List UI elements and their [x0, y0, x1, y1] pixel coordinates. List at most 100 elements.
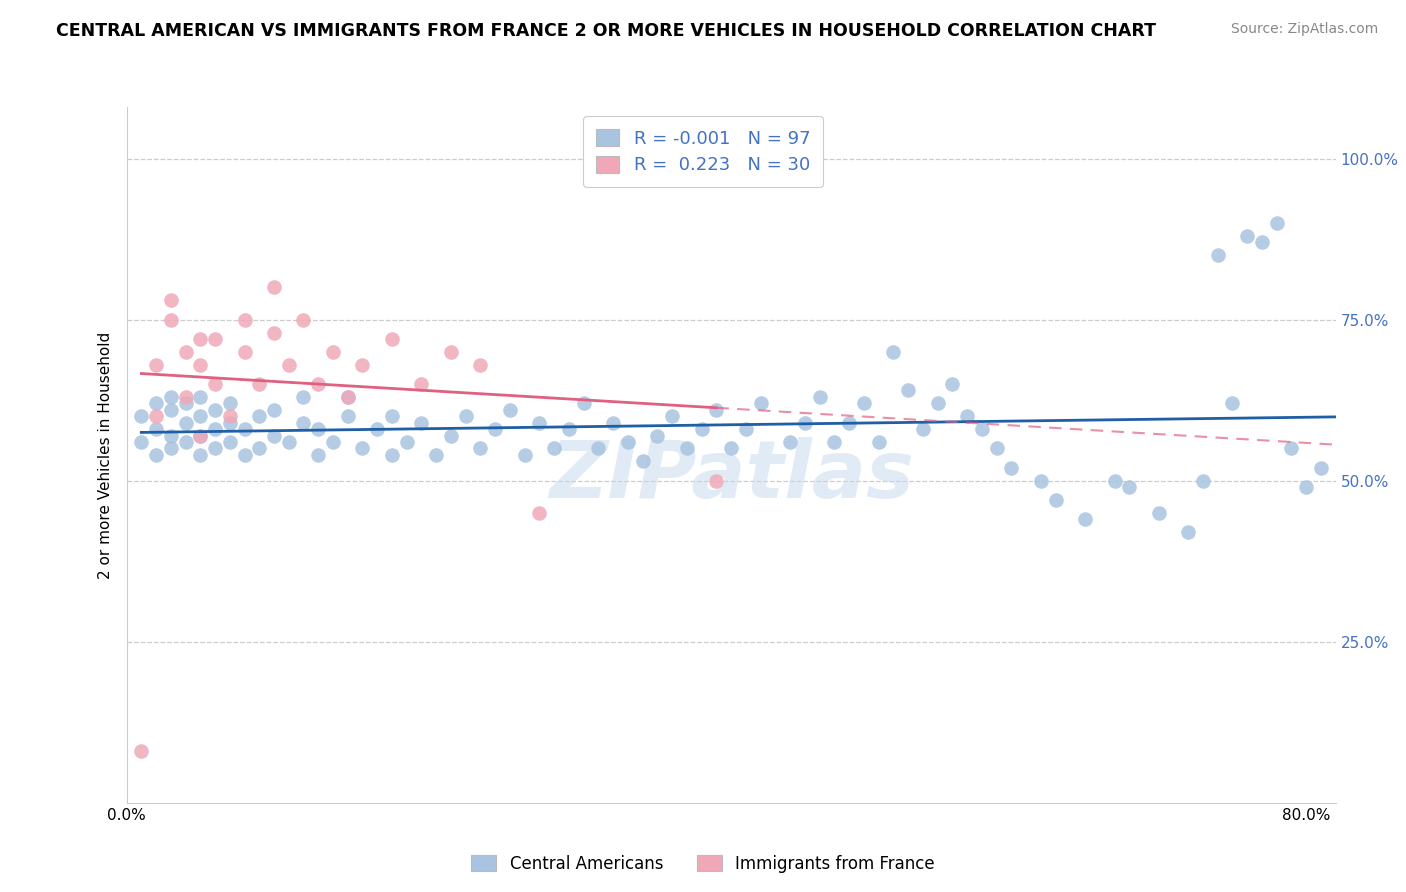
Point	[292, 390, 315, 404]
Point	[808, 390, 831, 404]
Point	[470, 442, 492, 456]
Point	[793, 416, 815, 430]
Point	[307, 377, 329, 392]
Text: Source: ZipAtlas.com: Source: ZipAtlas.com	[1230, 22, 1378, 37]
Point	[336, 390, 359, 404]
Point	[174, 396, 197, 410]
Point	[188, 358, 211, 372]
Point	[336, 409, 359, 424]
Point	[706, 402, 728, 417]
Point	[1177, 525, 1199, 540]
Point	[970, 422, 993, 436]
Point	[174, 435, 197, 450]
Point	[513, 448, 536, 462]
Point	[602, 416, 624, 430]
Point	[852, 396, 875, 410]
Point	[897, 384, 920, 398]
Point	[779, 435, 801, 450]
Legend: Central Americans, Immigrants from France: Central Americans, Immigrants from Franc…	[465, 848, 941, 880]
Point	[499, 402, 522, 417]
Point	[263, 280, 285, 294]
Point	[322, 344, 344, 359]
Point	[247, 377, 270, 392]
Point	[381, 409, 404, 424]
Point	[558, 422, 581, 436]
Point	[145, 358, 167, 372]
Point	[1310, 460, 1333, 475]
Point	[749, 396, 772, 410]
Point	[395, 435, 418, 450]
Point	[454, 409, 477, 424]
Point	[411, 377, 433, 392]
Point	[381, 332, 404, 346]
Point	[1206, 248, 1229, 262]
Point	[617, 435, 640, 450]
Point	[218, 396, 240, 410]
Point	[1192, 474, 1215, 488]
Point	[588, 442, 610, 456]
Point	[647, 428, 669, 442]
Point	[174, 390, 197, 404]
Point	[734, 422, 756, 436]
Point	[543, 442, 565, 456]
Point	[352, 358, 374, 372]
Point	[159, 442, 181, 456]
Point	[263, 326, 285, 340]
Point	[1222, 396, 1244, 410]
Point	[440, 344, 463, 359]
Point	[661, 409, 683, 424]
Point	[1251, 235, 1274, 250]
Point	[823, 435, 845, 450]
Point	[218, 435, 240, 450]
Point	[941, 377, 963, 392]
Point	[529, 416, 551, 430]
Point	[218, 409, 240, 424]
Point	[233, 312, 256, 326]
Point	[484, 422, 506, 436]
Point	[307, 448, 329, 462]
Point	[159, 428, 181, 442]
Point	[204, 332, 226, 346]
Point	[174, 344, 197, 359]
Point	[159, 312, 181, 326]
Point	[440, 428, 463, 442]
Point	[145, 409, 167, 424]
Point	[247, 442, 270, 456]
Point	[188, 448, 211, 462]
Point	[1074, 512, 1097, 526]
Point	[911, 422, 934, 436]
Point	[174, 416, 197, 430]
Point	[218, 416, 240, 430]
Point	[233, 448, 256, 462]
Point	[129, 409, 152, 424]
Point	[1045, 493, 1067, 508]
Point	[425, 448, 447, 462]
Point	[676, 442, 699, 456]
Point	[204, 442, 226, 456]
Point	[882, 344, 904, 359]
Point	[720, 442, 742, 456]
Point	[292, 312, 315, 326]
Point	[188, 428, 211, 442]
Point	[1104, 474, 1126, 488]
Point	[159, 293, 181, 308]
Point	[838, 416, 860, 430]
Point	[529, 506, 551, 520]
Point	[381, 448, 404, 462]
Legend: R = -0.001   N = 97, R =  0.223   N = 30: R = -0.001 N = 97, R = 0.223 N = 30	[583, 116, 823, 187]
Point	[706, 474, 728, 488]
Point	[277, 435, 299, 450]
Point	[1265, 216, 1288, 230]
Point	[411, 416, 433, 430]
Point	[204, 377, 226, 392]
Point	[145, 448, 167, 462]
Point	[204, 422, 226, 436]
Point	[145, 396, 167, 410]
Point	[352, 442, 374, 456]
Point	[1281, 442, 1303, 456]
Point	[129, 435, 152, 450]
Point	[188, 409, 211, 424]
Point	[1147, 506, 1170, 520]
Point	[159, 402, 181, 417]
Point	[1000, 460, 1022, 475]
